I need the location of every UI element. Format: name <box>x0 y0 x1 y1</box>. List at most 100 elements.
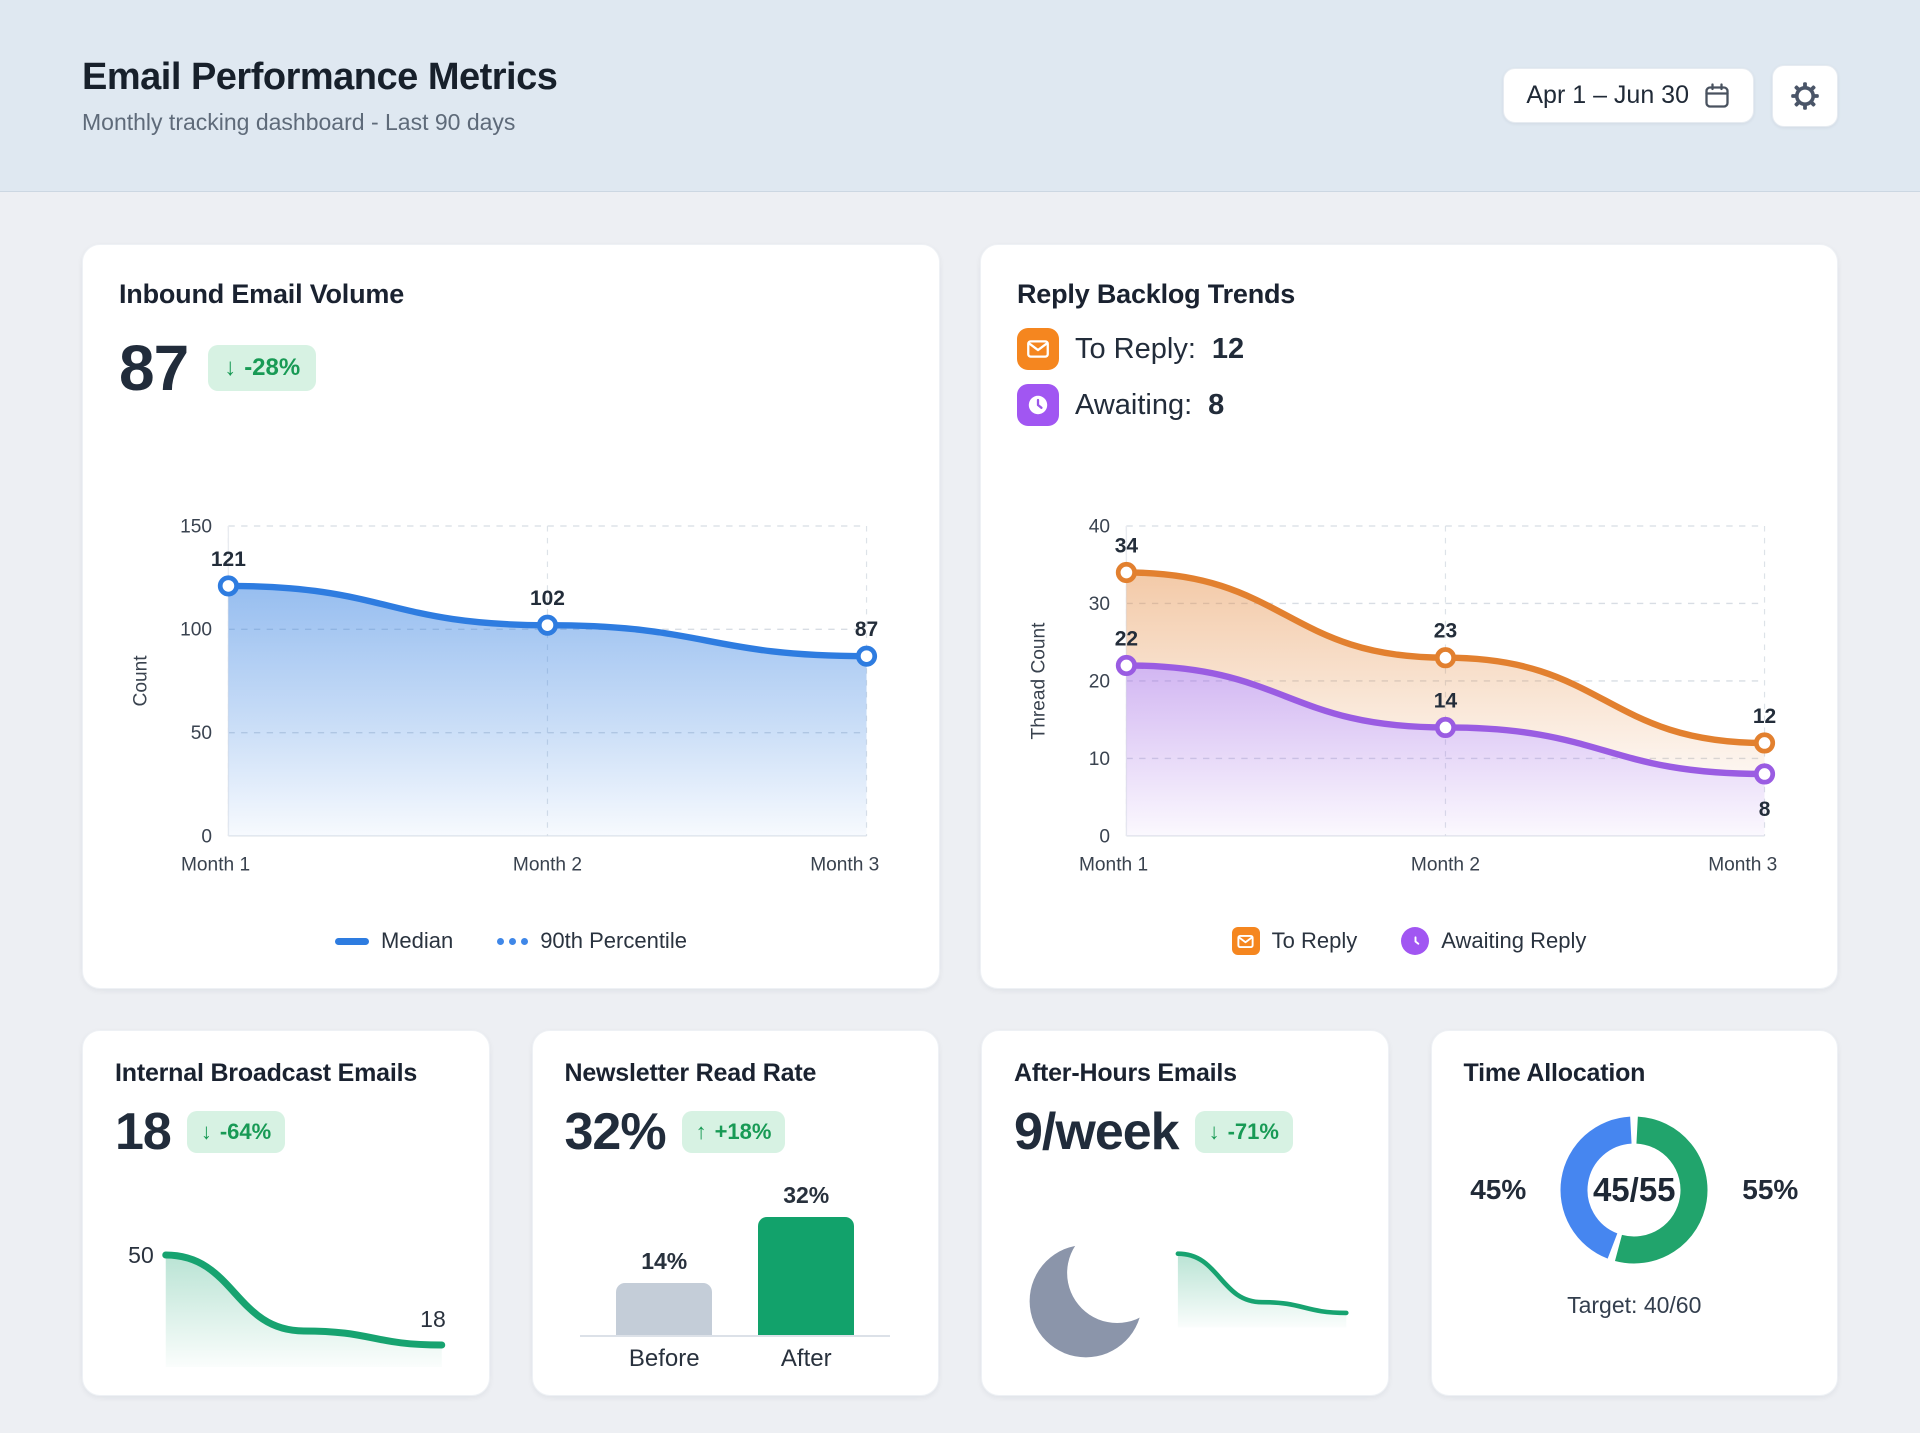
data-point <box>1434 716 1457 739</box>
time-allocation-donut-svg <box>1560 1116 1708 1264</box>
svg-text:22: 22 <box>1115 627 1138 650</box>
legend-item-median: Median <box>335 928 453 954</box>
donut-segment-blue <box>1560 1116 1633 1259</box>
svg-text:87: 87 <box>855 618 878 641</box>
svg-text:Month 3: Month 3 <box>810 855 879 876</box>
data-point <box>536 614 559 636</box>
trend-down-icon: ↓ <box>1208 1119 1220 1144</box>
inbound-trend-value: -28% <box>244 354 301 381</box>
data-point <box>1753 763 1776 785</box>
data-point <box>1115 561 1137 584</box>
envelope-icon <box>1017 328 1059 370</box>
trend-down-icon: ↓ <box>200 1119 212 1144</box>
svg-text:0: 0 <box>1099 826 1110 847</box>
inbound-chart-legend: Median 90th Percentile <box>119 918 903 964</box>
before-bar-label: Before <box>628 1345 700 1372</box>
inbound-volume-chart: 0 50 100 150 Count 121 102 87 Month 1 Month 2 Mont… <box>119 408 903 918</box>
awaiting-stat: Awaiting: 8 <box>1017 384 1801 426</box>
card-title-time-allocation: Time Allocation <box>1463 1059 1646 1087</box>
svg-text:23: 23 <box>1434 620 1457 643</box>
broadcast-trend-value: -64% <box>219 1119 272 1144</box>
newsletter-trend-value: +18% <box>714 1119 772 1144</box>
time-allocation-card: Time Allocation 45% 45/55 55% Target: 40… <box>1430 1030 1838 1396</box>
after-hours-emails-card: After-Hours Emails 9/week ↓ -71% <box>981 1030 1389 1396</box>
card-title-afterhours: After-Hours Emails <box>1014 1059 1237 1087</box>
data-point <box>1115 654 1137 677</box>
header-actions: Apr 1 – Jun 30 <box>1503 64 1838 127</box>
settings-button[interactable] <box>1772 64 1838 127</box>
afterhours-kpi-value: 9/week <box>1014 1103 1180 1161</box>
svg-text:40: 40 <box>1089 516 1110 537</box>
bar-baseline <box>580 1335 891 1337</box>
envelope-icon <box>1231 927 1260 955</box>
inbound-svg: 0 50 100 150 Count 121 102 87 Month 1 Month 2 Mont… <box>130 516 879 876</box>
data-point <box>855 645 878 667</box>
card-title-backlog: Reply Backlog Trends <box>1017 279 1296 309</box>
data-point <box>1434 647 1457 669</box>
header-text: Email Performance Metrics Monthly tracki… <box>82 56 558 136</box>
svg-text:121: 121 <box>211 548 246 571</box>
card-title-broadcast: Internal Broadcast Emails <box>115 1059 418 1087</box>
backlog-trends-chart: 0 10 20 30 40 Thread Count 34 23 12 22 14 8 Month 1 M… <box>1017 434 1801 918</box>
before-bar-column: 14% <box>616 1248 713 1335</box>
data-point <box>217 575 239 597</box>
newsletter-bar-chart: 14% 32% Before After <box>565 1182 907 1373</box>
to-reply-label: To Reply: <box>1075 332 1196 365</box>
broadcast-sparkline: 50 18 <box>115 1164 457 1373</box>
legend-label-median: Median <box>381 928 454 953</box>
after-bar-value: 32% <box>783 1182 830 1208</box>
reply-backlog-trends-card: Reply Backlog Trends To Reply: 12 <box>980 244 1838 989</box>
newsletter-trend-badge: ↑ +18% <box>681 1111 786 1153</box>
legend-label-awaiting-reply: Awaiting Reply <box>1441 928 1587 953</box>
dashboard-content: Inbound Email Volume 87 ↓ -28% 0 50 100 150… <box>0 192 1920 1396</box>
to-reply-stat: To Reply: 12 <box>1017 328 1801 370</box>
median-line-swatch <box>335 937 370 945</box>
to-reply-value: 12 <box>1211 332 1245 365</box>
gear-icon <box>1791 81 1819 110</box>
inbound-email-volume-card: Inbound Email Volume 87 ↓ -28% 0 50 100 150… <box>82 244 940 989</box>
page-subtitle: Monthly tracking dashboard - Last 90 day… <box>82 108 516 135</box>
page-header: Email Performance Metrics Monthly tracki… <box>0 0 1920 192</box>
before-bar <box>616 1283 713 1335</box>
legend-label-90th-percentile: 90th Percentile <box>540 928 687 953</box>
broadcast-trend-badge: ↓ -64% <box>186 1111 286 1153</box>
legend-item-to-reply: To Reply <box>1231 927 1358 955</box>
legend-item-90th-percentile: 90th Percentile <box>497 928 687 954</box>
backlog-chart-legend: To Reply Awaiting Reply <box>1017 918 1801 964</box>
svg-text:12: 12 <box>1753 705 1776 728</box>
before-bar-value: 14% <box>641 1248 688 1275</box>
donut-center-label: 45/55 <box>1592 1171 1676 1208</box>
afterhours-sparkline <box>1175 1251 1349 1328</box>
card-title-inbound: Inbound Email Volume <box>119 279 405 309</box>
legend-label-to-reply: To Reply <box>1271 928 1358 953</box>
date-range-label: Apr 1 – Jun 30 <box>1526 81 1689 109</box>
card-title-newsletter: Newsletter Read Rate <box>564 1059 817 1087</box>
clock-icon <box>1017 384 1059 426</box>
clock-icon <box>1401 927 1430 955</box>
svg-text:Thread Count: Thread Count <box>1028 622 1049 740</box>
svg-text:10: 10 <box>1089 749 1110 770</box>
svg-text:0: 0 <box>201 826 212 847</box>
donut-segment-green <box>1615 1116 1708 1264</box>
svg-text:102: 102 <box>530 587 565 610</box>
donut-right-label: 55% <box>1742 1174 1799 1205</box>
afterhours-trend-value: -71% <box>1227 1119 1279 1144</box>
svg-text:50: 50 <box>191 723 212 744</box>
date-range-button[interactable]: Apr 1 – Jun 30 <box>1503 68 1754 123</box>
time-allocation-donut: 45/55 <box>1548 1104 1720 1276</box>
broadcast-svg: 50 18 <box>128 1242 446 1367</box>
after-bar <box>758 1217 855 1335</box>
svg-text:100: 100 <box>180 620 212 641</box>
svg-text:34: 34 <box>1115 534 1139 557</box>
inbound-kpi-value: 87 <box>119 332 189 404</box>
svg-text:Month 1: Month 1 <box>181 855 250 876</box>
trend-up-icon: ↑ <box>695 1119 707 1144</box>
svg-text:150: 150 <box>180 516 212 537</box>
legend-item-awaiting-reply: Awaiting Reply <box>1401 927 1586 955</box>
svg-text:Count: Count <box>130 655 151 707</box>
after-bar-label: After <box>780 1345 832 1372</box>
percentile-dots-swatch <box>497 937 529 945</box>
awaiting-value: 8 <box>1208 388 1225 421</box>
svg-text:50: 50 <box>128 1242 154 1268</box>
svg-text:30: 30 <box>1089 594 1110 615</box>
